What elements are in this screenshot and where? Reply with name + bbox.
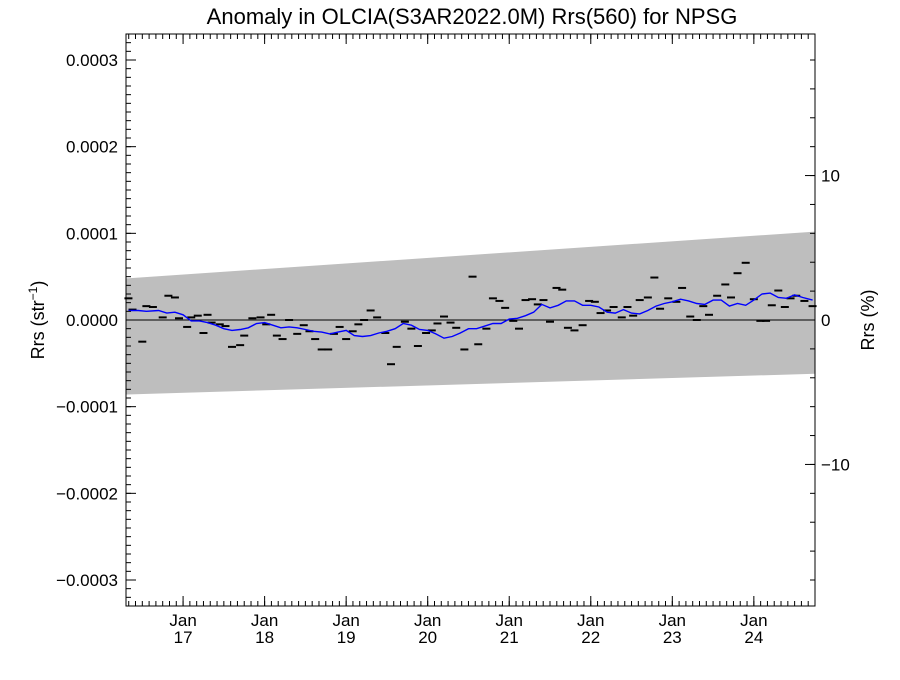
y-axis-label-left: Rrs (str−1)	[26, 281, 48, 360]
y-tick-label-left: 0.0003	[66, 51, 118, 70]
x-tick-label-month: Jan	[251, 611, 278, 630]
x-tick-label-year: 21	[500, 628, 519, 647]
y-label-left-sup: −1	[26, 286, 40, 300]
x-tick-label-year: 19	[337, 628, 356, 647]
x-tick-label-year: 23	[663, 628, 682, 647]
x-tick-label-month: Jan	[332, 611, 359, 630]
y-label-left-close: )	[28, 281, 48, 287]
x-tick-label-month: Jan	[414, 611, 441, 630]
x-tick-label-year: 17	[174, 628, 193, 647]
x-tick-label-year: 22	[581, 628, 600, 647]
x-tick-label-month: Jan	[659, 611, 686, 630]
y-tick-label-left: −0.0001	[56, 398, 118, 417]
y-tick-label-left: 0.0002	[66, 138, 118, 157]
x-tick-label-year: 24	[744, 628, 763, 647]
x-tick-label-month: Jan	[169, 611, 196, 630]
y-tick-label-right: 10	[821, 167, 840, 186]
y-tick-label-right: −10	[821, 455, 850, 474]
y-label-left-main: Rrs (str	[28, 300, 48, 359]
y-tick-label-left: 0.0000	[66, 311, 118, 330]
uncertainty-band	[126, 231, 815, 395]
x-tick-label-month: Jan	[577, 611, 604, 630]
x-tick-label-year: 18	[255, 628, 274, 647]
y-axis-label-right: Rrs (%)	[858, 290, 878, 351]
x-tick-label-month: Jan	[740, 611, 767, 630]
chart-title: Anomaly in OLCIA(S3AR2022.0M) Rrs(560) f…	[207, 4, 738, 29]
y-tick-label-left: −0.0002	[56, 484, 118, 503]
y-tick-label-right: 0	[821, 311, 830, 330]
y-tick-label-left: 0.0001	[66, 224, 118, 243]
x-tick-label-month: Jan	[496, 611, 523, 630]
running-mean-line	[128, 292, 813, 339]
x-tick-label-year: 20	[418, 628, 437, 647]
y-tick-label-left: −0.0003	[56, 571, 118, 590]
